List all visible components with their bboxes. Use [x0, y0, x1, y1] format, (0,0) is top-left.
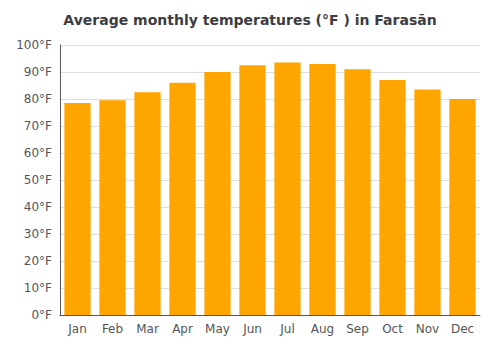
svg-text:Apr: Apr [172, 322, 193, 336]
svg-text:Sep: Sep [346, 322, 369, 336]
svg-text:20°F: 20°F [24, 254, 52, 268]
svg-text:Nov: Nov [416, 322, 439, 336]
svg-text:0°F: 0°F [31, 308, 52, 322]
svg-text:90°F: 90°F [24, 65, 52, 79]
svg-text:Dec: Dec [451, 322, 474, 336]
svg-text:Oct: Oct [382, 322, 403, 336]
svg-text:70°F: 70°F [24, 119, 52, 133]
svg-text:Jun: Jun [242, 322, 262, 336]
svg-text:80°F: 80°F [24, 92, 52, 106]
svg-text:Feb: Feb [102, 322, 123, 336]
svg-text:Jan: Jan [67, 322, 87, 336]
svg-text:Mar: Mar [136, 322, 159, 336]
svg-text:Aug: Aug [311, 322, 334, 336]
svg-text:May: May [205, 322, 230, 336]
svg-text:10°F: 10°F [24, 281, 52, 295]
svg-text:60°F: 60°F [24, 146, 52, 160]
svg-text:40°F: 40°F [24, 200, 52, 214]
svg-text:Average monthly temperatures (: Average monthly temperatures (°F ) in Fa… [63, 12, 436, 28]
svg-text:30°F: 30°F [24, 227, 52, 241]
svg-text:Jul: Jul [279, 322, 294, 336]
svg-text:50°F: 50°F [24, 173, 52, 187]
svg-text:100°F: 100°F [16, 38, 52, 52]
